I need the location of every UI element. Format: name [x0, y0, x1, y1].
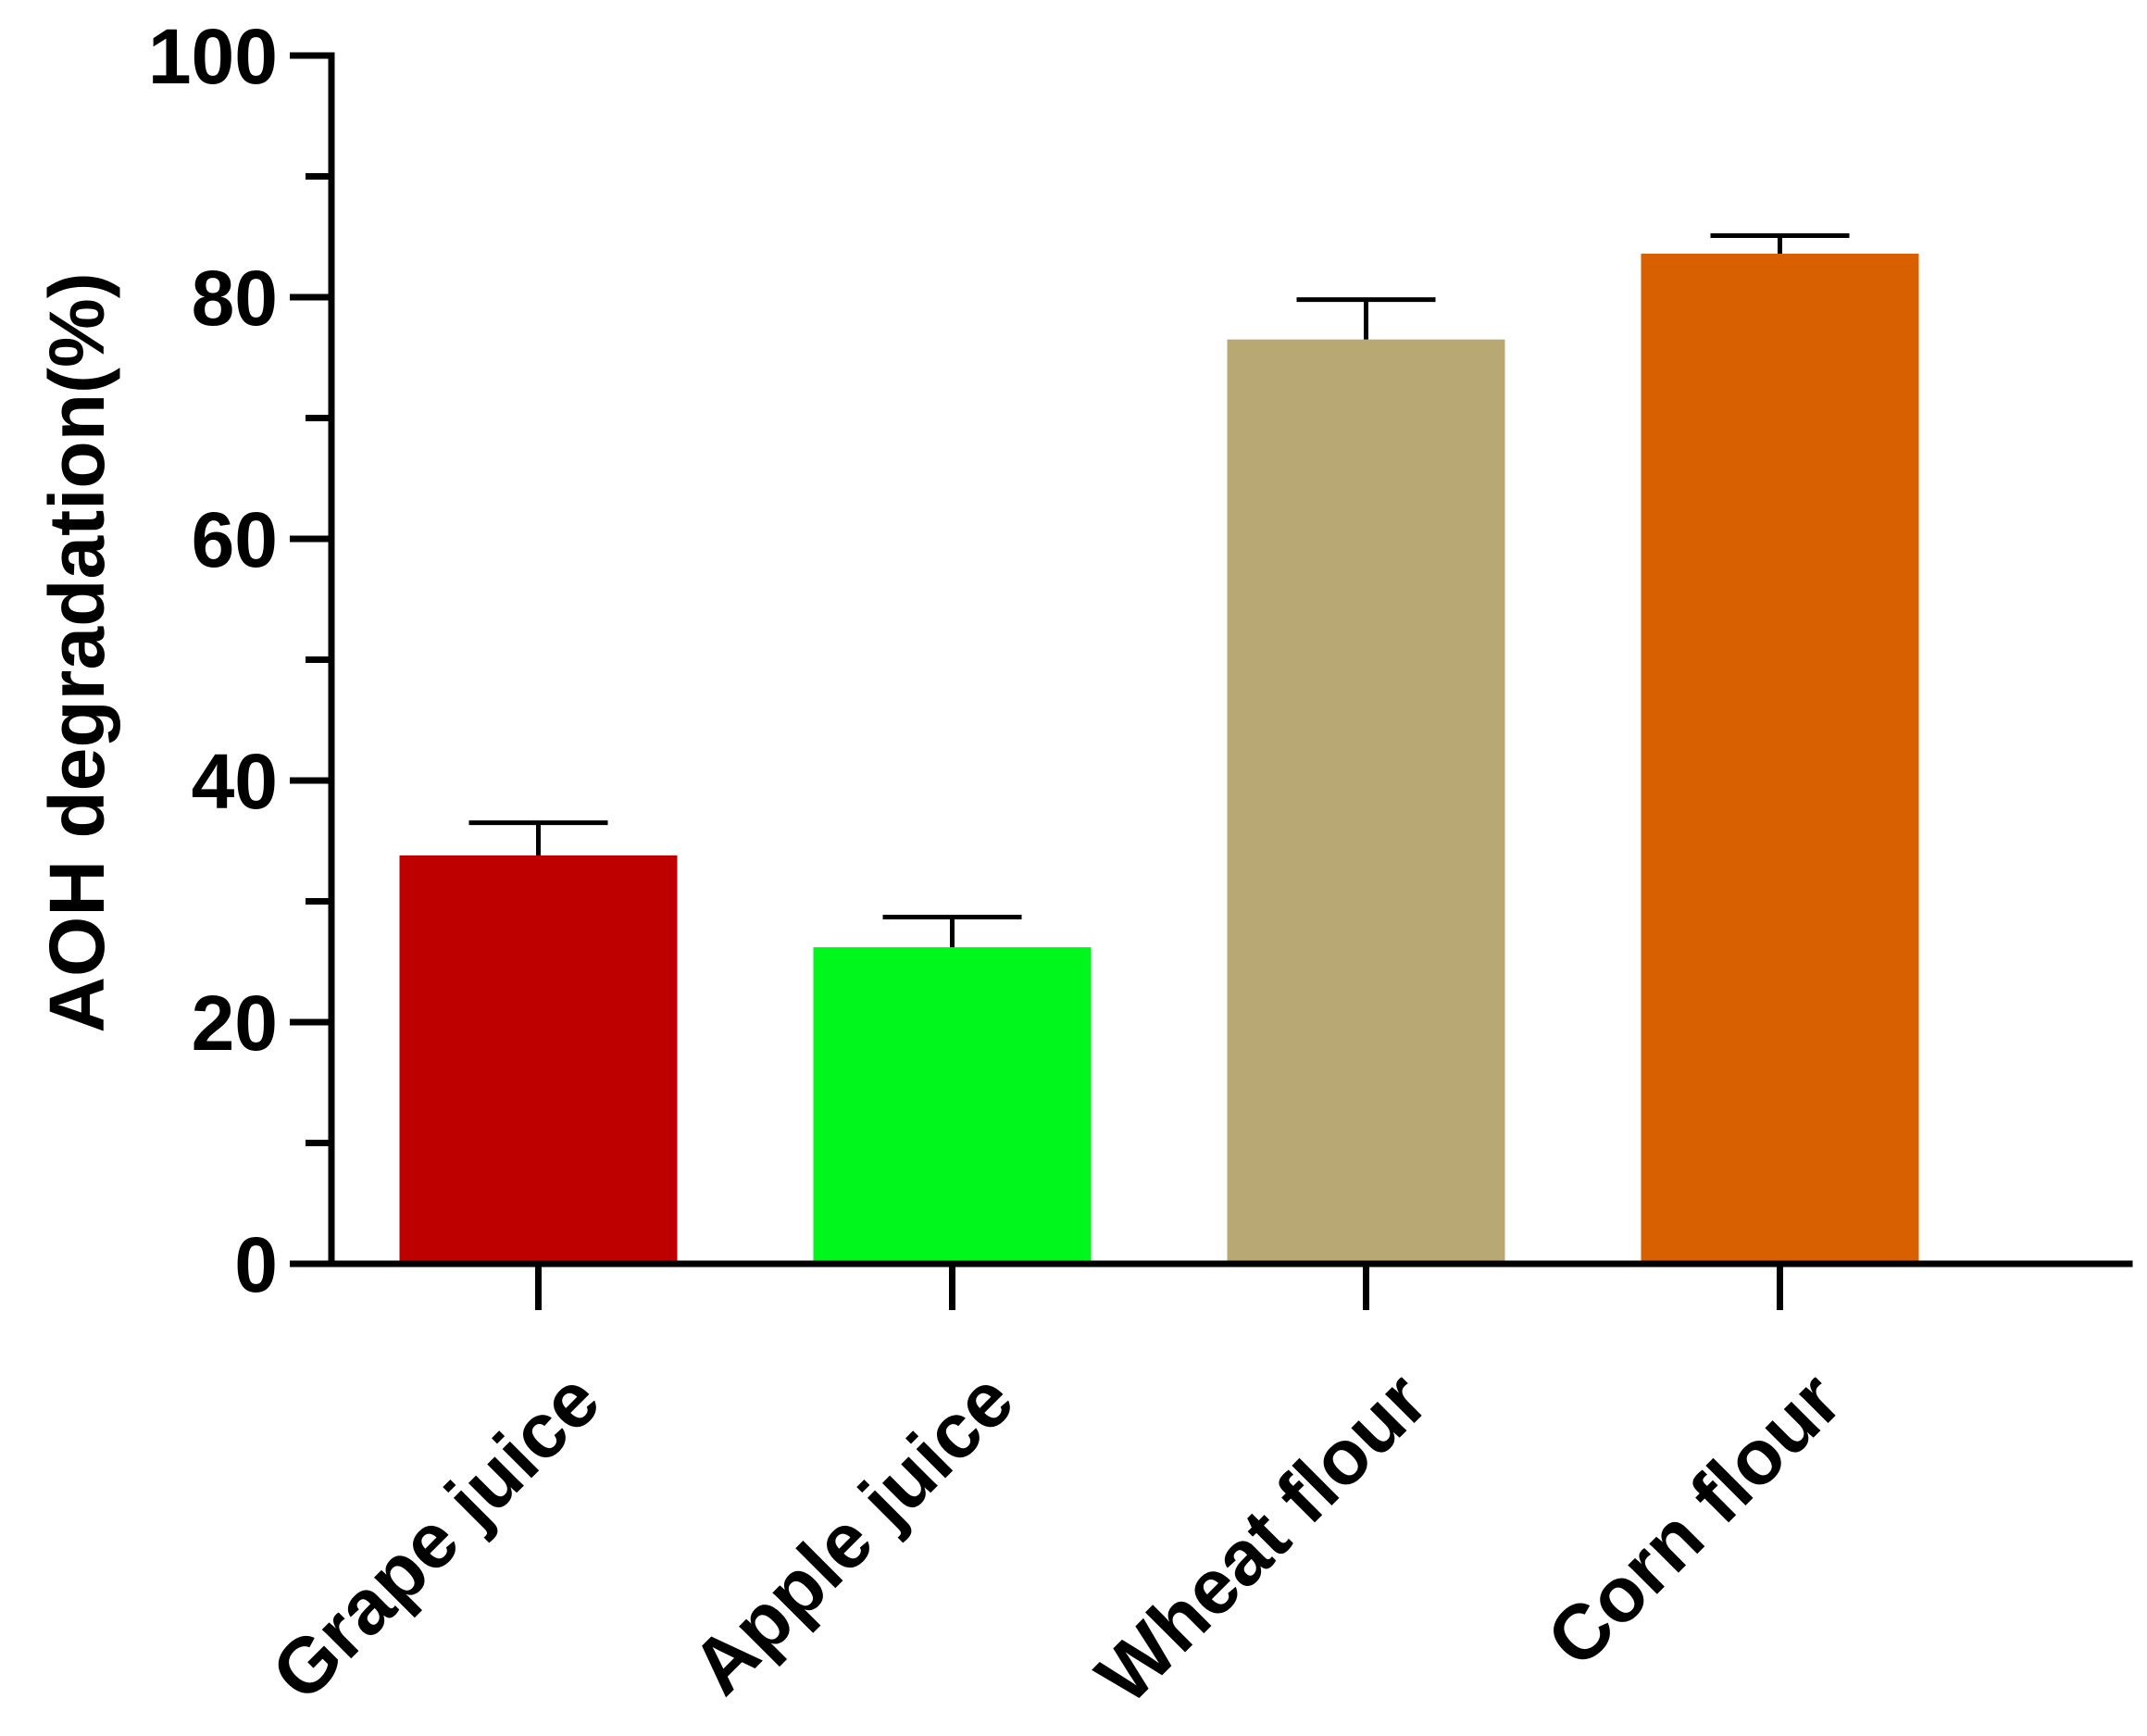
x-tick-label: Corn flour: [1530, 1355, 1858, 1683]
bars-layer: [399, 254, 1919, 1264]
y-tick-label: 60: [192, 496, 278, 583]
y-tick-label: 40: [192, 738, 278, 825]
y-tick-label: 20: [192, 980, 278, 1067]
bar: [1641, 254, 1919, 1264]
bar: [1227, 339, 1505, 1264]
bar: [813, 947, 1092, 1264]
x-tick-label: Grape juice: [255, 1355, 616, 1717]
x-tick-label: Wheat flour: [1080, 1355, 1443, 1719]
axes-layer: [290, 52, 2133, 1310]
bar: [399, 855, 678, 1264]
y-axis-label: AOH degradation(%): [33, 272, 120, 1032]
error-bars-layer: [468, 232, 1850, 948]
x-tick-label: Apple juice: [675, 1355, 1030, 1710]
y-tick-label: 0: [234, 1221, 278, 1308]
y-tick-label: 100: [148, 13, 278, 100]
y-tick-label: 80: [192, 255, 278, 342]
